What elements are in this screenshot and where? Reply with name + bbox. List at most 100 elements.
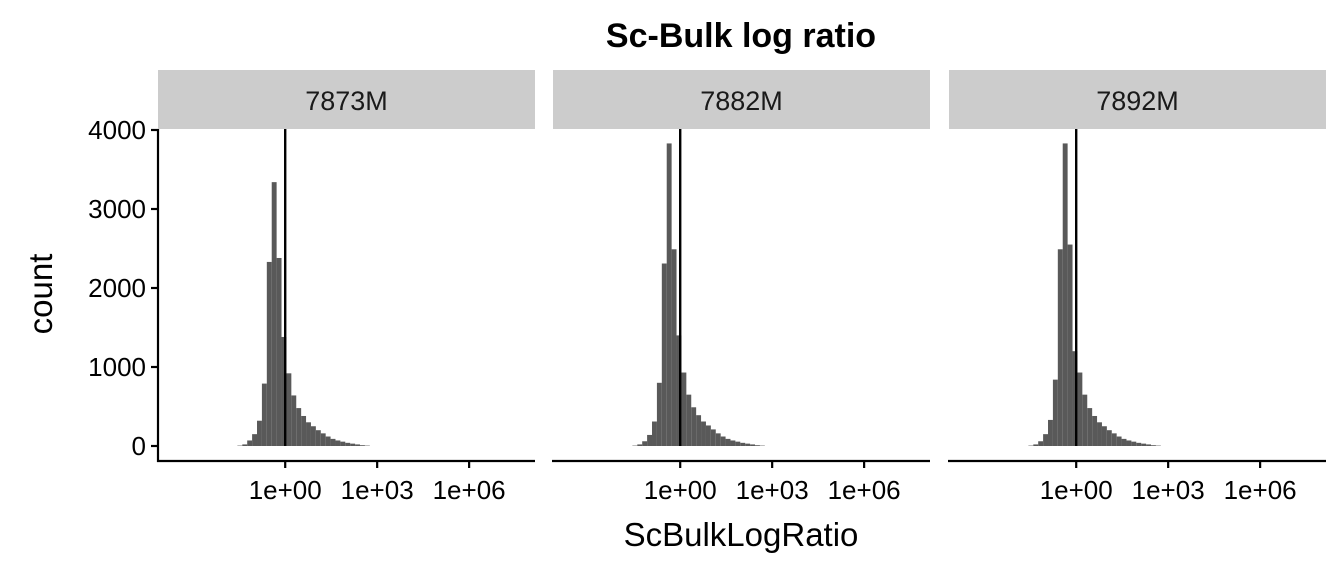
- histogram-bar: [740, 442, 746, 446]
- x-tick-label: 1e+00: [1040, 475, 1113, 505]
- histogram-bar: [666, 143, 672, 446]
- histogram-bar: [296, 408, 302, 446]
- y-tick-label: 4000: [88, 115, 146, 145]
- facet-panel-7892M: 7892M 1e+00 1e+03 1e+06: [948, 70, 1326, 505]
- histogram-bar: [1131, 441, 1137, 446]
- histogram-bar: [696, 415, 702, 446]
- x-tick-label: 1e+06: [828, 475, 901, 505]
- histogram-bar: [1067, 244, 1073, 446]
- histogram-bar: [720, 436, 726, 446]
- histogram-bar: [291, 395, 297, 446]
- facet-strip-label: 7873M: [305, 86, 388, 116]
- histogram-bar: [701, 421, 706, 446]
- histogram-bar: [754, 445, 760, 446]
- histogram-bar: [642, 441, 648, 446]
- histogram-bar: [1111, 433, 1117, 446]
- histogram-bar: [345, 442, 351, 446]
- x-axis-title: ScBulkLogRatio: [624, 516, 859, 553]
- histogram-bar: [242, 444, 248, 446]
- histogram-bar: [271, 182, 277, 446]
- histogram-bar: [247, 440, 253, 446]
- histogram-bar: [286, 373, 292, 446]
- histogram-bar: [735, 441, 741, 446]
- histogram-bar: [1092, 415, 1098, 446]
- histogram-bar: [730, 440, 736, 446]
- histogram-bar: [1057, 249, 1063, 446]
- histogram-bar: [671, 249, 677, 446]
- x-tick-label: 1e+06: [433, 475, 506, 505]
- histogram-bar: [1033, 444, 1039, 446]
- histogram-bar: [1136, 442, 1142, 446]
- histogram-bar: [340, 441, 346, 446]
- histogram-bar: [1141, 443, 1147, 446]
- histogram-bar: [1082, 394, 1088, 446]
- histogram-bar: [715, 433, 721, 446]
- histogram-bar: [1116, 436, 1122, 446]
- histogram-bar: [1048, 419, 1053, 446]
- x-tick-label: 1e+06: [1224, 475, 1297, 505]
- facet-strip: [553, 70, 930, 129]
- histogram-bar: [359, 445, 365, 446]
- histogram-bar: [745, 443, 751, 446]
- histogram-bar: [1106, 430, 1112, 446]
- chart-title: Sc-Bulk log ratio: [606, 17, 876, 55]
- histogram-bar: [676, 335, 682, 446]
- histogram-bar: [1126, 440, 1132, 446]
- histogram-bar: [310, 426, 316, 446]
- histogram-bar: [355, 444, 360, 446]
- histogram-bar: [1146, 444, 1151, 446]
- histogram-bar: [1097, 422, 1102, 446]
- y-tick-label: 0: [132, 431, 146, 461]
- facet-panels: 7873M 1e+00 1e+03 1e+06 0 1000 2000 3000 4000 788…: [88, 70, 1326, 505]
- histogram-bar: [1072, 351, 1078, 446]
- histogram-bar: [1121, 438, 1127, 446]
- histogram-bar: [301, 415, 307, 446]
- histogram-bar: [656, 382, 662, 446]
- histogram-bar: [335, 440, 341, 446]
- histogram-bar: [1150, 445, 1156, 446]
- y-tick-label: 1000: [88, 352, 146, 382]
- x-tick-label: 1e+00: [644, 475, 717, 505]
- histogram-bar: [691, 407, 697, 446]
- histogram-bar: [276, 257, 282, 446]
- facet-panel-7873M: 7873M 1e+00 1e+03 1e+06 0 1000 2000 3000 4000: [88, 70, 535, 505]
- histogram-bar: [710, 429, 716, 446]
- histogram-bar: [647, 434, 653, 446]
- histogram-bar: [315, 430, 321, 446]
- x-tick-label: 1e+00: [249, 475, 322, 505]
- histogram-bar: [1043, 434, 1049, 446]
- histogram-bar: [325, 436, 331, 446]
- x-tick-label: 1e+03: [341, 475, 414, 505]
- histogram-bar: [1087, 408, 1093, 446]
- histogram-bar: [681, 372, 687, 446]
- facet-strip: [949, 70, 1326, 129]
- histogram-bar: [686, 394, 692, 446]
- histogram-bar: [252, 434, 258, 446]
- histogram-bar: [266, 261, 272, 446]
- histogram-bar: [1101, 426, 1107, 446]
- y-tick-label: 2000: [88, 273, 146, 303]
- histogram-bar: [320, 433, 326, 446]
- histogram-bar: [257, 420, 262, 446]
- histogram-bar: [1062, 143, 1068, 446]
- histogram-bar: [1077, 372, 1083, 446]
- histogram-bar: [350, 443, 356, 446]
- histogram-bar: [705, 425, 711, 446]
- histogram-bar: [306, 422, 311, 446]
- histogram-bar: [661, 263, 667, 446]
- histogram-bar: [750, 444, 755, 446]
- histogram-bar: [330, 438, 336, 446]
- histogram-bar: [725, 438, 731, 446]
- histogram-bar: [261, 383, 267, 446]
- y-tick-label: 3000: [88, 194, 146, 224]
- histogram-bar: [1052, 379, 1058, 446]
- histogram-bar: [652, 421, 657, 446]
- facet-strip-label: 7892M: [1096, 86, 1179, 116]
- histogram-bar: [281, 336, 287, 446]
- facet-strip-label: 7882M: [700, 86, 783, 116]
- y-axis-title: count: [22, 254, 59, 335]
- histogram-bar: [1038, 441, 1044, 446]
- facet-panel-7882M: 7882M 1e+00 1e+03 1e+06: [552, 70, 930, 505]
- x-tick-label: 1e+03: [1132, 475, 1205, 505]
